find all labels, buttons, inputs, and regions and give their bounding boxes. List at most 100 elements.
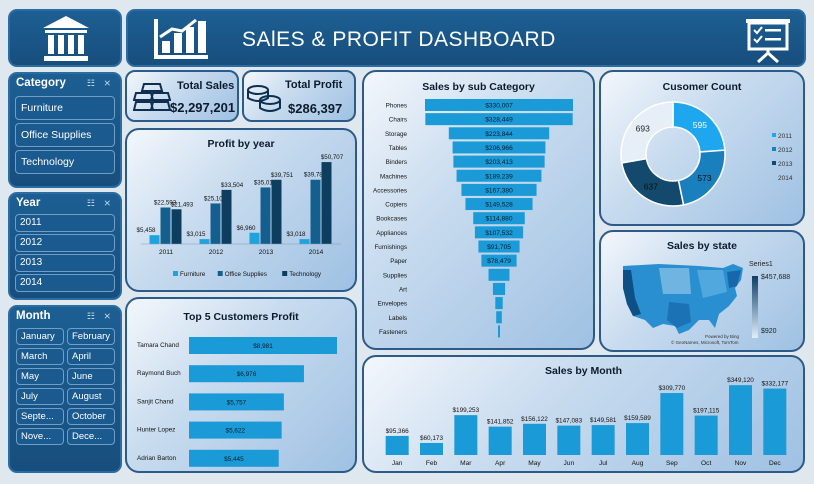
slicer-item-month[interactable]: August (67, 388, 115, 405)
data-label: $156,122 (521, 416, 548, 423)
bank-icon (43, 16, 89, 61)
year-slicer: Year ☷ ⨯ 2011 2012 2013 2014 (8, 192, 122, 300)
slicer-item-2012[interactable]: 2012 (15, 234, 115, 252)
sub-category-bar (453, 155, 545, 168)
legend-swatch (217, 271, 223, 276)
month-bar (454, 415, 478, 455)
x-tick-label: Dec (769, 460, 781, 467)
y-tick-label: Tamara Chand (137, 342, 179, 349)
data-label: $159,589 (624, 415, 651, 422)
slicer-title: Category (16, 77, 66, 89)
map-attribution: Powered by Bing (705, 334, 740, 339)
sub-category-bar (448, 127, 550, 140)
profit-bar (260, 187, 271, 244)
legend-swatch (772, 161, 776, 165)
slicer-item-furniture[interactable]: Furniture (15, 96, 115, 120)
map-attribution: © GeoNames, Microsoft, TomTom (671, 340, 739, 345)
legend-label: Technology (289, 271, 322, 278)
chart-title: Sales by Month (544, 365, 622, 377)
customer-bar (189, 365, 304, 383)
sub-category-bar (425, 113, 573, 126)
profit-bar (299, 239, 310, 244)
profit-bar (310, 179, 321, 244)
y-tick-label: Furnishings (374, 244, 407, 251)
data-label: $78,479 (487, 258, 511, 265)
multi-select-icon[interactable]: ☷ ⨯ (86, 78, 114, 88)
slicer-item-2013[interactable]: 2013 (15, 254, 115, 272)
multi-select-icon[interactable]: ☷ ⨯ (86, 311, 114, 321)
data-label: $3,015 (187, 231, 206, 238)
data-label: $349,120 (727, 377, 754, 384)
slicer-item-month[interactable]: Septe... (16, 408, 64, 425)
total-sales-card: Total Sales $2,297,201 (125, 70, 239, 122)
data-label: $8,981 (253, 343, 273, 350)
month-bar (660, 393, 684, 455)
customer-bar (189, 393, 284, 411)
slicer-item-month[interactable]: January (16, 328, 64, 345)
sub-category-bar (456, 169, 542, 182)
data-label: $5,445 (224, 456, 244, 463)
x-tick-label: 2014 (309, 249, 324, 256)
slicer-item-month[interactable]: May (16, 368, 64, 385)
data-label: $332,177 (762, 381, 789, 388)
data-label: $25,106 (204, 195, 227, 202)
slicer-item-month[interactable]: June (67, 368, 115, 385)
y-tick-label: Sanjit Chand (137, 398, 174, 405)
data-label: $21,493 (171, 201, 194, 208)
customer-bar (189, 449, 279, 467)
presentation-board-icon (746, 19, 790, 63)
multi-select-icon[interactable]: ☷ ⨯ (86, 198, 114, 208)
data-label: $5,458 (137, 227, 156, 234)
x-tick-label: Sep (666, 460, 678, 467)
slicer-item-month[interactable]: February (67, 328, 115, 345)
data-label: $328,449 (485, 117, 513, 124)
map-legend-min: $920 (761, 328, 777, 335)
category-slicer: Category ☷ ⨯ Furniture Office Supplies T… (8, 72, 122, 188)
sub-category-bar (474, 226, 524, 239)
slicer-item-month[interactable]: April (67, 348, 115, 365)
data-label: $95,366 (386, 428, 410, 435)
map-legend-max: $457,688 (761, 274, 791, 281)
slicer-item-month[interactable]: July (16, 388, 64, 405)
slicer-item-month[interactable]: March (16, 348, 64, 365)
data-label: $91,705 (487, 244, 511, 251)
chart-title: Top 5 Customers Profit (183, 311, 299, 323)
slicer-item-technology[interactable]: Technology (15, 150, 115, 174)
slicer-item-month[interactable]: Dece... (67, 428, 115, 445)
slicer-item-month[interactable]: October (67, 408, 115, 425)
slicer-title: Year (16, 197, 41, 209)
data-label: $189,239 (485, 173, 513, 180)
month-bar (557, 425, 581, 455)
data-label: $149,528 (485, 202, 513, 209)
coins-icon (247, 85, 281, 112)
top-customers-chart: Tamara Chand $8,981 Raymond Buch $6,976 Sanj… (137, 337, 337, 467)
x-tick-label: 2012 (209, 249, 224, 256)
customer-bar (189, 337, 337, 354)
map-legend-bar (752, 276, 758, 338)
x-tick-label: Aug (632, 460, 644, 467)
y-tick-label: Tables (389, 145, 407, 152)
sub-category-bar (452, 141, 546, 154)
slicer-item-office-supplies[interactable]: Office Supplies (15, 123, 115, 147)
sub-category-bar (473, 212, 525, 225)
y-tick-label: Supplies (383, 272, 407, 279)
profit-bar (199, 239, 210, 244)
y-tick-label: Appliances (376, 230, 407, 237)
slicer-item-2011[interactable]: 2011 (15, 214, 115, 232)
slicer-item-month[interactable]: Nove... (16, 428, 64, 445)
slicer-item-2014[interactable]: 2014 (15, 274, 115, 292)
x-tick-label: 2013 (259, 249, 274, 256)
data-label: $35,016 (254, 179, 277, 186)
customer-count-chart: 595 573 637 693 2011 2012 2013 2014 (620, 101, 793, 207)
data-label: $199,253 (453, 407, 480, 414)
sub-category-bar (492, 282, 506, 295)
sub-category-bar (425, 99, 573, 111)
x-tick-label: Nov (735, 460, 747, 467)
kpi-value: $286,397 (288, 101, 343, 116)
sub-category-panel: Sales by sub Category Phones $330,007 Chai… (362, 70, 595, 350)
x-tick-label: 2011 (159, 249, 173, 256)
sub-category-bar (478, 240, 520, 253)
sales-by-state-panel: Sales by state Series1 $457,688 $920 Pow… (599, 230, 805, 352)
y-tick-label: Copiers (385, 202, 407, 209)
data-label: $6,960 (237, 225, 256, 232)
